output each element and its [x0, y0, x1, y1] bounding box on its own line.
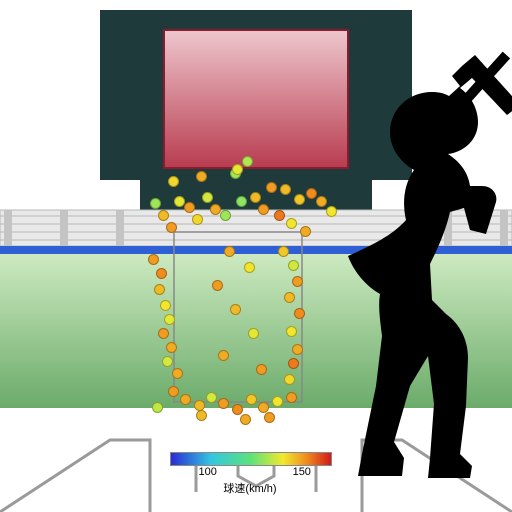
pitch-dot — [240, 414, 251, 425]
pitch-dot — [172, 368, 183, 379]
pitch-dot — [206, 392, 217, 403]
pitch-dot — [150, 198, 161, 209]
pitch-dot — [248, 328, 259, 339]
pitch-dot — [256, 364, 267, 375]
pitch-dot — [258, 402, 269, 413]
legend-label: 球速(km/h) — [170, 480, 330, 496]
pitch-dot — [202, 192, 213, 203]
pitch-dot — [180, 394, 191, 405]
pitch-dot — [232, 404, 243, 415]
legend-ticks: 100 150 — [170, 466, 330, 480]
pitch-dot — [250, 192, 261, 203]
pitch-dot — [174, 196, 185, 207]
pitch-dot — [168, 386, 179, 397]
pitch-dot — [264, 412, 275, 423]
pitch-dot — [230, 304, 241, 315]
pitch-dot — [294, 308, 305, 319]
pitch-dot — [244, 262, 255, 273]
pitch-dot — [166, 342, 177, 353]
pitch-dot — [224, 246, 235, 257]
pitch-dot — [274, 210, 285, 221]
legend-tick: 100 — [198, 466, 216, 478]
pitch-dot — [246, 394, 257, 405]
pitch-dot — [196, 171, 207, 182]
pitch-dot — [242, 156, 253, 167]
pitch-dot — [148, 254, 159, 265]
pitch-dot — [286, 392, 297, 403]
pitch-dot — [210, 204, 221, 215]
pitch-dot — [166, 222, 177, 233]
pitch-dot — [164, 314, 175, 325]
pitch-dot — [288, 358, 299, 369]
pitch-dot — [258, 204, 269, 215]
pitch-dot — [218, 350, 229, 361]
pitch-dot — [280, 184, 291, 195]
pitch-dot — [168, 176, 179, 187]
pitch-dot — [194, 400, 205, 411]
batter-silhouette — [310, 50, 512, 480]
pitch-dot — [292, 344, 303, 355]
pitch-dot — [284, 374, 295, 385]
legend-tick: 150 — [293, 466, 311, 478]
pitch-location-chart: 100 150 球速(km/h) — [0, 0, 512, 512]
velocity-color-legend: 100 150 球速(km/h) — [170, 452, 330, 496]
pitch-dot — [288, 260, 299, 271]
pitch-dot — [232, 164, 243, 175]
pitch-dot — [162, 356, 173, 367]
pitch-dot — [292, 276, 303, 287]
pitch-dot — [286, 218, 297, 229]
pitch-dot — [212, 280, 223, 291]
pitch-dot — [300, 226, 311, 237]
pitch-dot — [160, 300, 171, 311]
pitch-dot — [272, 396, 283, 407]
pitch-dot — [158, 210, 169, 221]
pitch-dot — [266, 182, 277, 193]
pitch-dot — [236, 196, 247, 207]
pitch-dot — [218, 398, 229, 409]
pitch-dot — [220, 210, 231, 221]
pitch-dot — [154, 284, 165, 295]
pitch-dot — [196, 410, 207, 421]
pitch-dot — [184, 202, 195, 213]
pitch-dot — [158, 328, 169, 339]
pitch-dot — [278, 246, 289, 257]
pitch-dot — [294, 194, 305, 205]
pitch-dot — [192, 214, 203, 225]
pitch-dot — [156, 268, 167, 279]
pitch-dot — [286, 326, 297, 337]
legend-gradient-bar — [170, 452, 332, 466]
pitch-dot — [152, 402, 163, 413]
pitch-dot — [284, 292, 295, 303]
